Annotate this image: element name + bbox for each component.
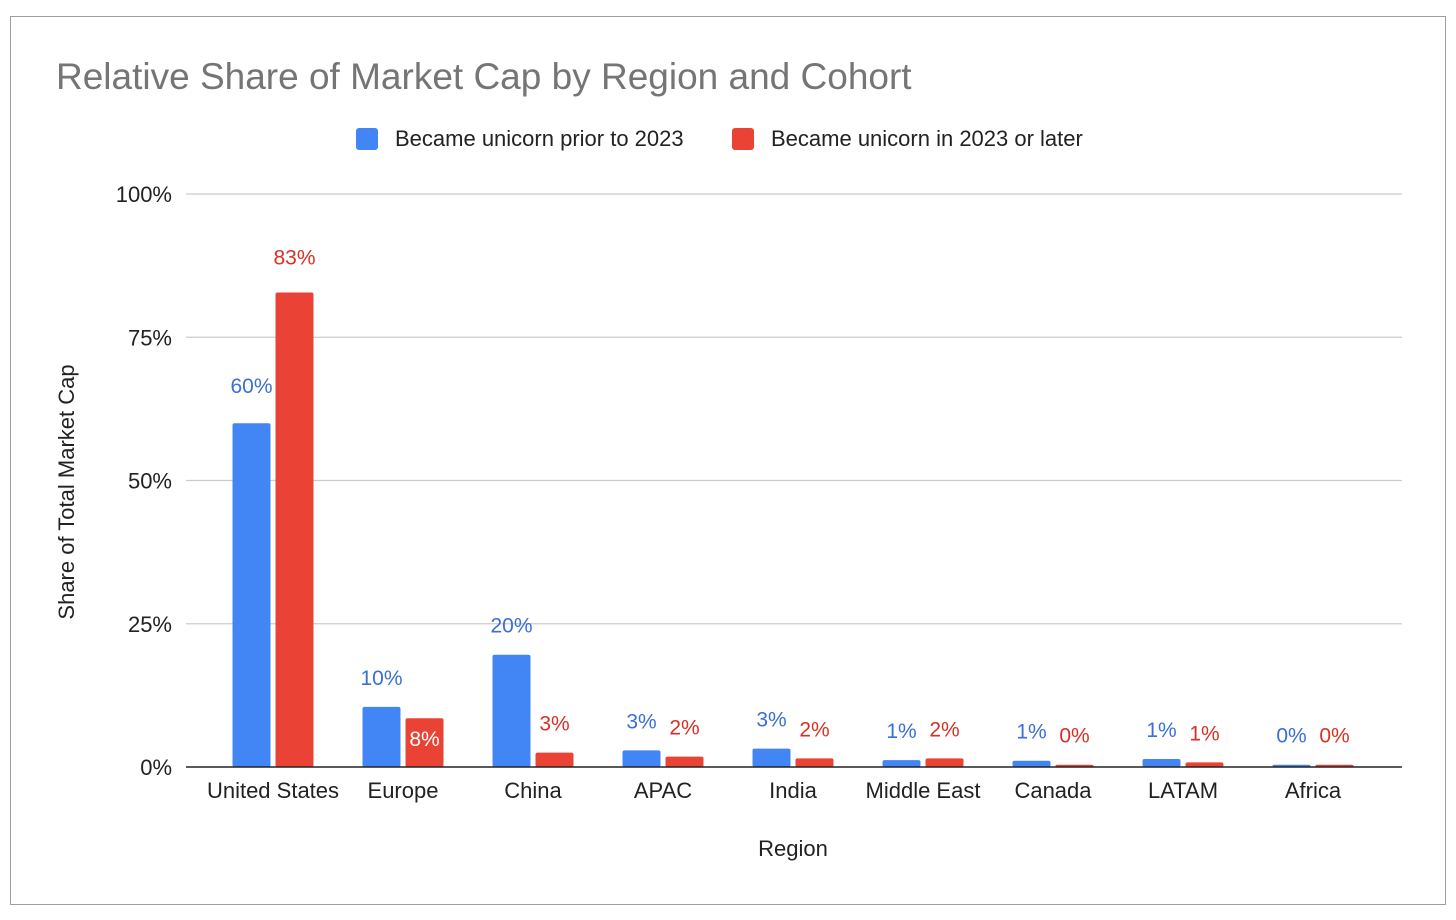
data-label: 1% <box>1189 722 1219 745</box>
y-tick-label: 25% <box>128 612 172 637</box>
data-label: 3% <box>626 710 656 733</box>
bar-prior-2023 <box>492 654 531 767</box>
bar-prior-2023 <box>1142 758 1181 767</box>
chart-title: Relative Share of Market Cap by Region a… <box>56 56 912 97</box>
y-tick-label: 0% <box>140 755 172 780</box>
bar-prior-2023 <box>362 706 401 767</box>
bar-prior-2023 <box>1012 760 1051 767</box>
y-tick-label: 100% <box>116 182 172 207</box>
x-axis-label: Region <box>758 836 828 861</box>
x-tick-label: Africa <box>1285 778 1342 803</box>
data-label: 2% <box>929 718 959 741</box>
y-tick-label: 75% <box>128 325 172 350</box>
data-label: 10% <box>360 667 402 690</box>
bar-2023-later <box>665 756 704 767</box>
data-label: 8% <box>409 728 439 751</box>
x-tick-label: Canada <box>1014 778 1092 803</box>
data-label: 1% <box>886 720 916 743</box>
legend-swatch-blue <box>356 128 378 150</box>
data-label: 2% <box>799 718 829 741</box>
data-label: 20% <box>490 615 532 638</box>
x-tick-label: APAC <box>634 778 692 803</box>
bar-2023-later <box>1185 762 1224 767</box>
data-label: 0% <box>1276 725 1306 748</box>
data-label: 1% <box>1016 721 1046 744</box>
bar-prior-2023 <box>232 423 271 767</box>
bar-2023-later <box>795 758 834 767</box>
data-label: 3% <box>539 713 569 736</box>
legend-label-2023-later: Became unicorn in 2023 or later <box>771 126 1083 151</box>
bar-prior-2023 <box>622 750 661 767</box>
bar-2023-later <box>925 758 964 767</box>
y-tick-label: 50% <box>128 469 172 494</box>
data-label: 2% <box>669 717 699 740</box>
x-tick-label: United States <box>207 778 339 803</box>
bar-prior-2023 <box>882 760 921 767</box>
data-label: 83% <box>273 247 315 270</box>
legend-swatch-red <box>732 128 754 150</box>
data-label: 0% <box>1059 725 1089 748</box>
data-label: 60% <box>230 375 272 398</box>
x-tick-label: LATAM <box>1148 778 1218 803</box>
x-tick-label: Middle East <box>866 778 981 803</box>
data-label: 3% <box>756 709 786 732</box>
bar-2023-later <box>535 752 574 767</box>
legend-label-prior-2023: Became unicorn prior to 2023 <box>395 126 684 151</box>
legend-item-prior-2023: Became unicorn prior to 2023 <box>356 126 684 152</box>
x-tick-label: China <box>504 778 562 803</box>
x-tick-label: Europe <box>368 778 439 803</box>
bar-prior-2023 <box>752 748 791 767</box>
data-label: 0% <box>1319 725 1349 748</box>
legend-item-2023-later: Became unicorn in 2023 or later <box>732 126 1083 152</box>
data-label: 1% <box>1146 719 1176 742</box>
x-tick-label: India <box>769 778 817 803</box>
bar-2023-later <box>405 718 444 767</box>
bar-2023-later <box>275 292 314 767</box>
